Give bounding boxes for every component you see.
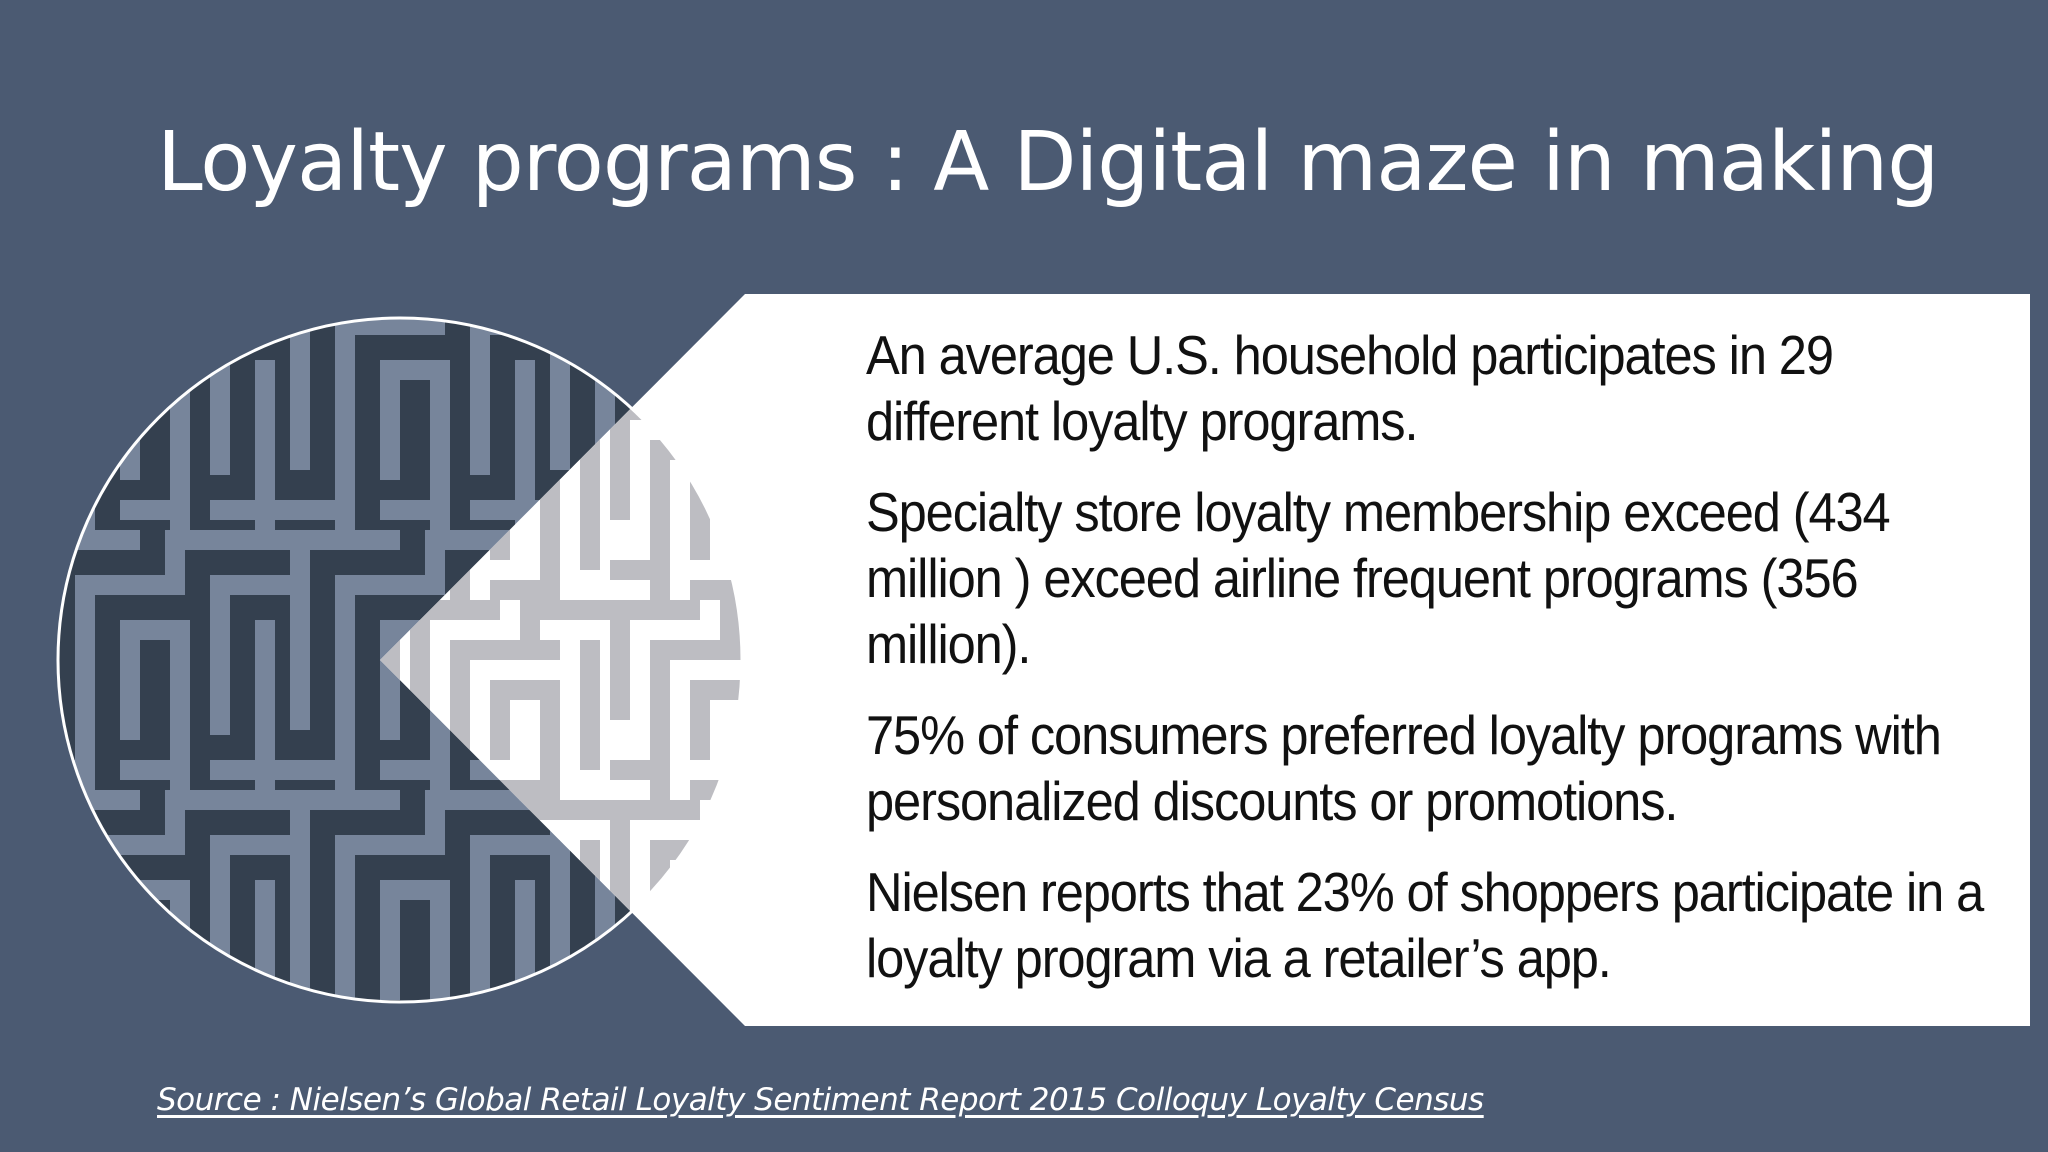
source-link[interactable]: Source : Nielsen’s Global Retail Loyalty…	[157, 1082, 1484, 1118]
callout-panel	[380, 294, 2030, 1026]
maze-circle-outline	[56, 316, 744, 1004]
bullet-list: An average U.S. household participates i…	[866, 322, 2016, 1016]
bullet-household-programs: An average U.S. household participates i…	[866, 324, 1834, 452]
bullet-specialty-store-membership: Specialty store loyalty membership excee…	[866, 481, 1891, 675]
bullet-personalized-discounts: 75% of consumers preferred loyalty progr…	[866, 704, 1942, 832]
bullet-retailer-app: Nielsen reports that 23% of shoppers par…	[866, 861, 1984, 989]
slide-title: Loyalty programs : A Digital maze in mak…	[157, 115, 1939, 210]
